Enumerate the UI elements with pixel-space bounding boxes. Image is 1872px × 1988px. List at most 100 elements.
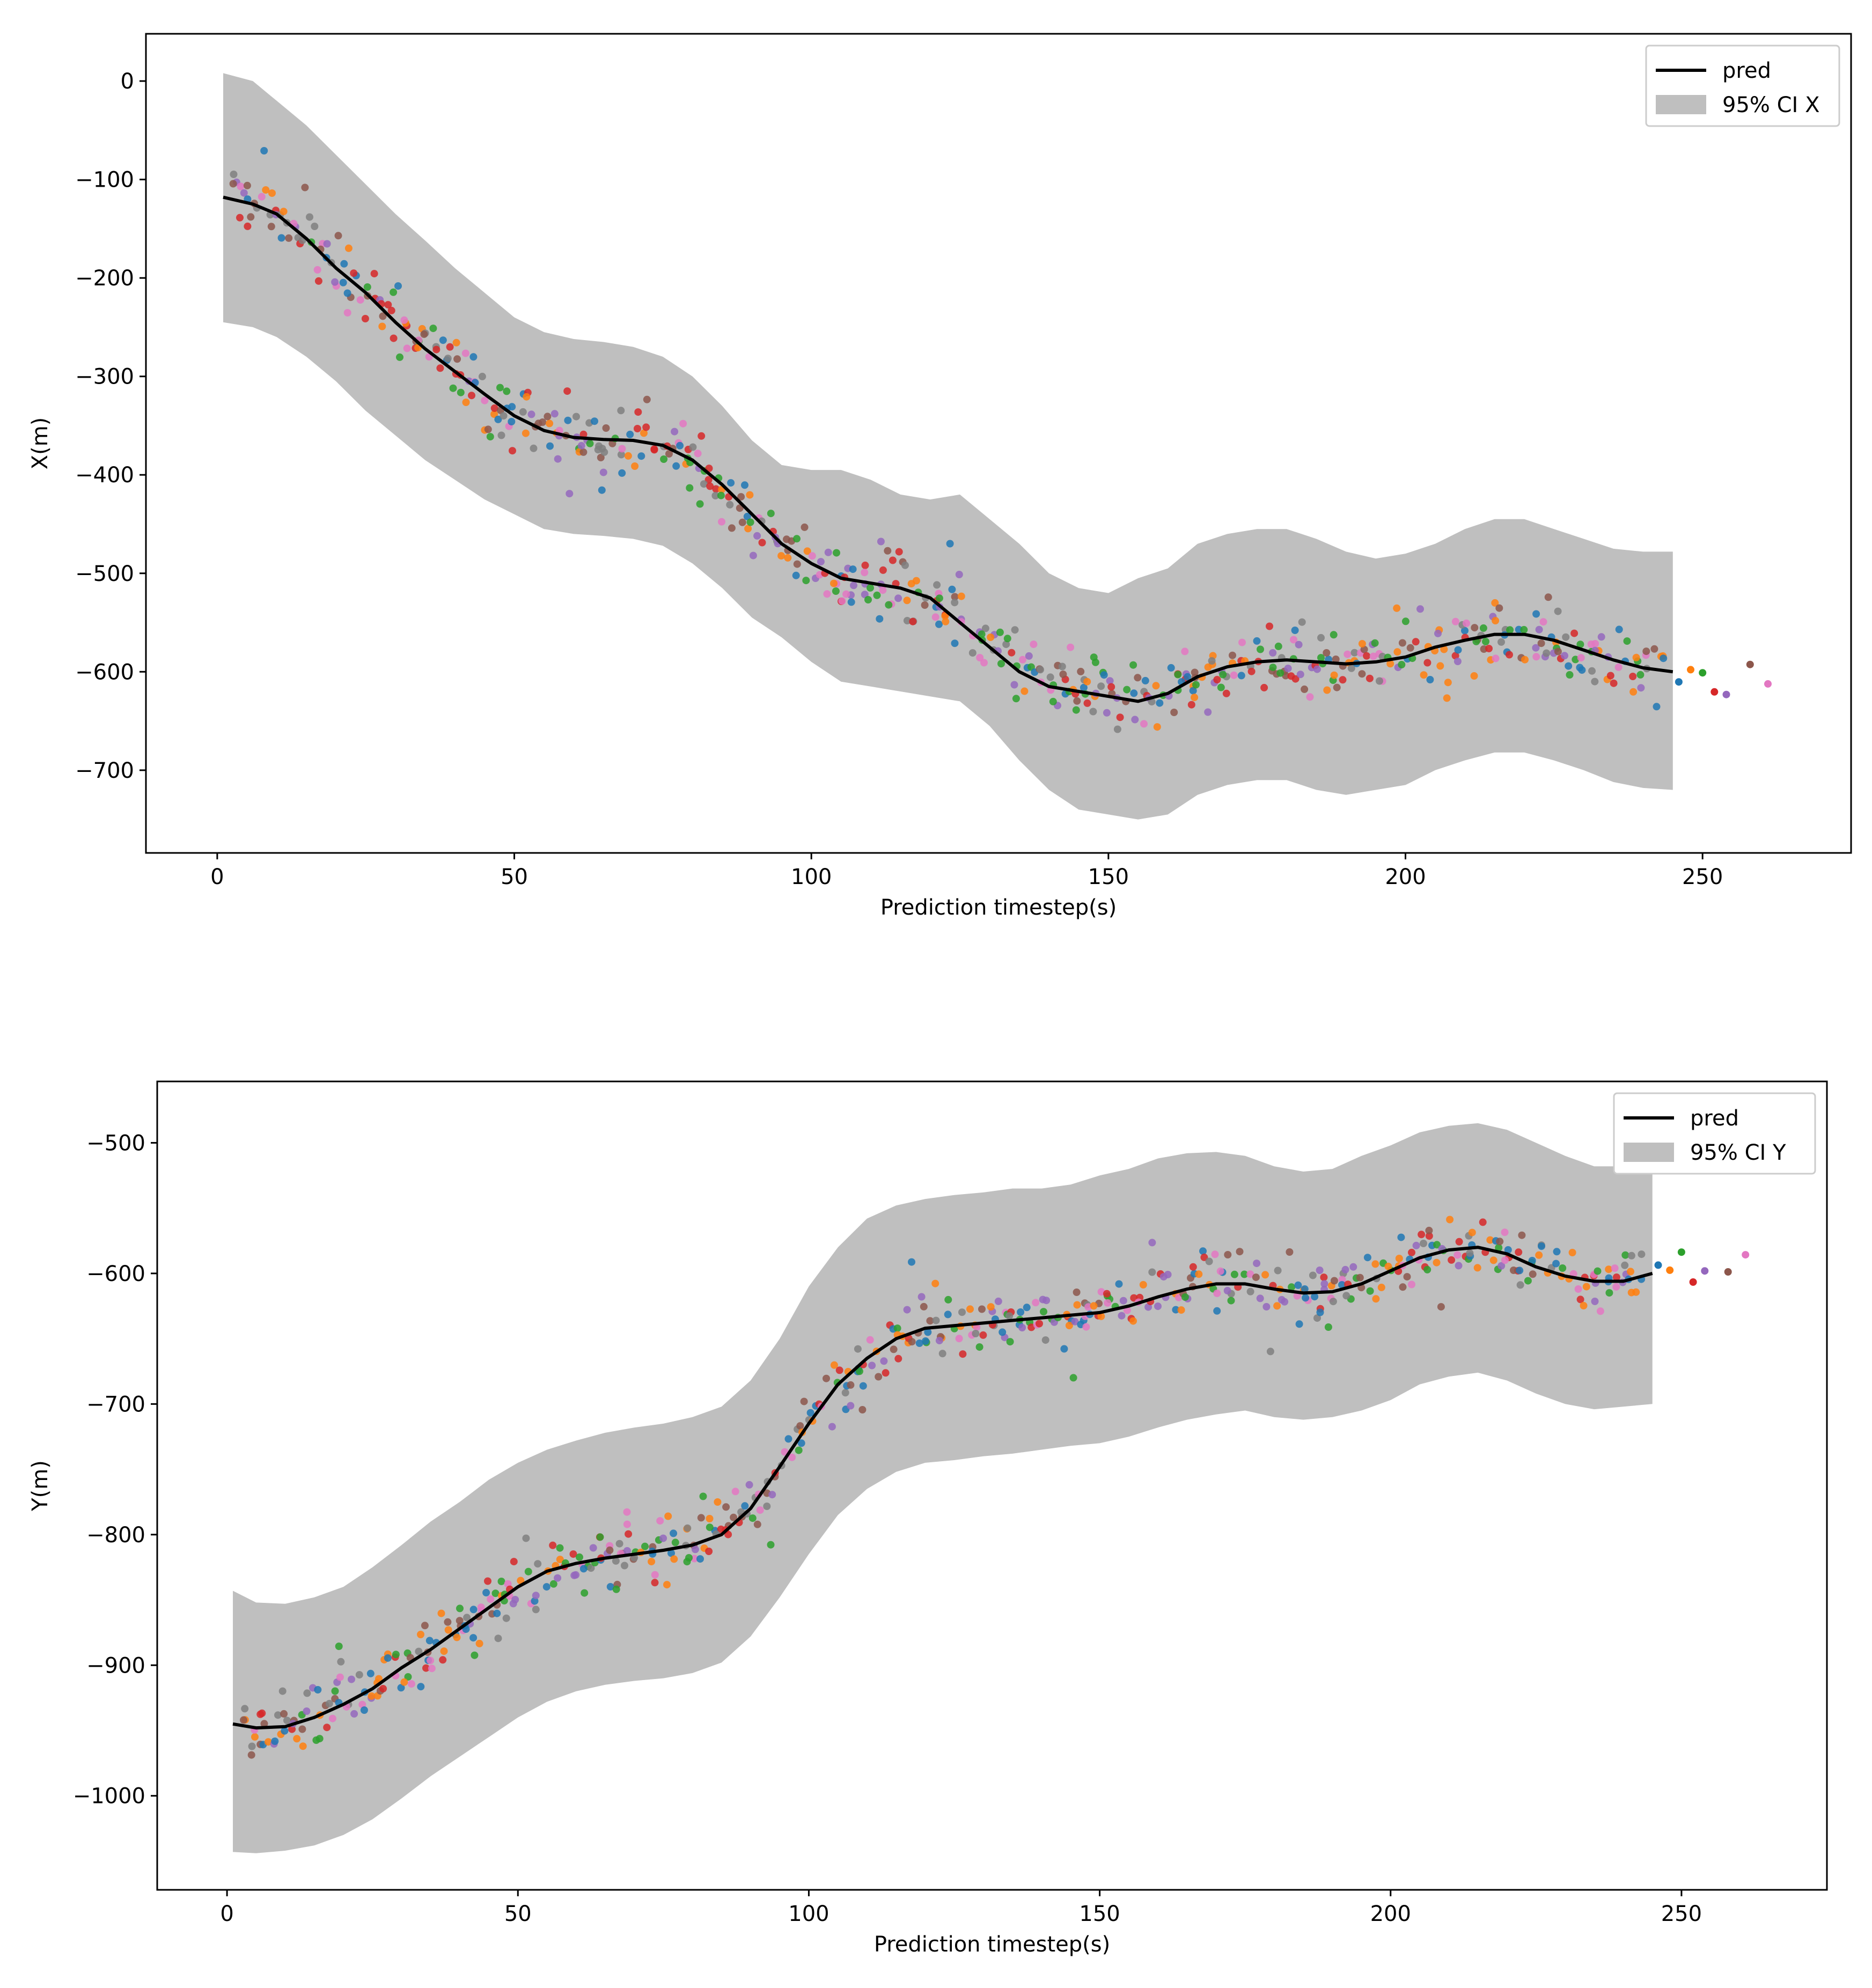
sample-point: [1553, 1248, 1561, 1256]
sample-point: [686, 484, 694, 492]
sample-point: [824, 548, 832, 556]
sample-point: [497, 431, 505, 439]
sample-point: [724, 1530, 732, 1538]
sample-point: [976, 654, 984, 661]
sample-point: [730, 1513, 738, 1521]
sample-point: [542, 1583, 550, 1591]
sample-point: [931, 1279, 939, 1287]
sample-point: [861, 561, 869, 569]
x-tick-label: 0: [220, 1902, 233, 1926]
sample-point: [1654, 1261, 1662, 1269]
sample-point: [746, 491, 754, 499]
sample-point: [1529, 1270, 1537, 1278]
sample-point: [394, 282, 402, 290]
sample-point: [1073, 1288, 1081, 1296]
x-tick-label: 100: [791, 865, 832, 889]
sample-point: [462, 399, 470, 406]
sample-point: [1320, 1273, 1328, 1282]
sample-point: [1338, 1281, 1346, 1289]
sample-point: [356, 296, 364, 304]
sample-point: [1227, 1297, 1235, 1305]
sample-point: [1537, 639, 1545, 647]
sample-point: [440, 1647, 448, 1655]
sample-point: [1366, 674, 1374, 682]
sample-point: [1701, 1267, 1709, 1275]
sample-point: [576, 1553, 583, 1561]
sample-point: [1291, 675, 1300, 683]
sample-point: [1455, 1262, 1463, 1270]
sample-point: [439, 1656, 447, 1664]
sample-point: [868, 1361, 876, 1369]
sample-point: [1677, 1248, 1685, 1256]
sample-point: [1386, 660, 1394, 668]
chart-x: 0 50 100 150 200 250 0 −100 −200 −300 −400 −500 −60…: [28, 33, 1852, 920]
sample-point: [1538, 1242, 1545, 1250]
y-tick-label: −700: [75, 759, 134, 783]
sample-point: [1350, 649, 1359, 657]
sample-point: [1636, 671, 1645, 679]
sample-point: [879, 566, 887, 574]
sample-point: [1025, 652, 1033, 660]
sample-point: [1552, 1260, 1560, 1268]
sample-point: [1611, 1264, 1619, 1272]
sample-point: [1594, 1267, 1602, 1275]
sample-point: [648, 1558, 656, 1566]
sample-point: [1376, 677, 1383, 685]
sample-point: [800, 1397, 808, 1405]
sample-point: [523, 393, 531, 401]
sample-point: [1491, 599, 1499, 607]
sample-point: [1496, 1238, 1504, 1246]
sample-point: [1393, 648, 1401, 656]
sample-point: [1177, 1306, 1185, 1314]
sample-point: [350, 269, 358, 277]
sample-point: [331, 1687, 339, 1695]
sample-point: [481, 396, 489, 404]
sample-point: [763, 1503, 771, 1510]
sample-point: [885, 601, 893, 609]
sample-point: [1610, 679, 1618, 687]
sample-point: [1501, 1256, 1509, 1264]
sample-point: [1366, 1287, 1374, 1295]
legend-ci-label: 95% CI Y: [1690, 1140, 1786, 1165]
sample-point: [267, 223, 275, 231]
sample-point: [935, 594, 943, 602]
sample-point: [1466, 1249, 1474, 1257]
sample-point: [519, 408, 527, 416]
sample-point: [1408, 1248, 1415, 1256]
sample-point: [1347, 664, 1355, 672]
sample-point: [599, 468, 607, 476]
sample-point: [1629, 673, 1637, 680]
sample-point: [671, 428, 679, 436]
sample-point: [1342, 1292, 1350, 1300]
sample-point: [598, 445, 606, 453]
sample-point: [697, 1514, 705, 1522]
pred-line: [223, 195, 1673, 703]
sample-point: [634, 425, 641, 432]
y-axis-label: Y(m): [28, 1460, 53, 1512]
sample-point: [1358, 670, 1366, 678]
sample-point: [1742, 1251, 1750, 1259]
legend-ci-label: 95% CI X: [1722, 93, 1819, 117]
sample-point: [758, 539, 766, 547]
sample-point: [1060, 1345, 1068, 1353]
sample-point: [1486, 1236, 1494, 1244]
sample-point: [1566, 671, 1574, 679]
sample-point: [1089, 708, 1097, 716]
sample-point: [251, 1733, 259, 1741]
sample-point: [487, 1595, 495, 1603]
x-tick-label: 250: [1682, 865, 1723, 889]
sample-point: [1189, 1263, 1197, 1271]
sample-point: [1510, 1267, 1517, 1274]
sample-point: [1302, 1294, 1310, 1302]
sample-point: [1377, 1284, 1385, 1291]
sample-point: [1711, 688, 1719, 696]
sample-point: [1301, 685, 1309, 693]
x-tick-label: 0: [210, 865, 224, 889]
sample-point: [363, 283, 371, 291]
sample-point: [1528, 1257, 1536, 1264]
sample-point: [972, 1330, 980, 1337]
sample-point: [1005, 1312, 1014, 1320]
sample-point: [1506, 626, 1514, 634]
sample-point: [1637, 684, 1645, 692]
sample-point: [496, 384, 504, 392]
